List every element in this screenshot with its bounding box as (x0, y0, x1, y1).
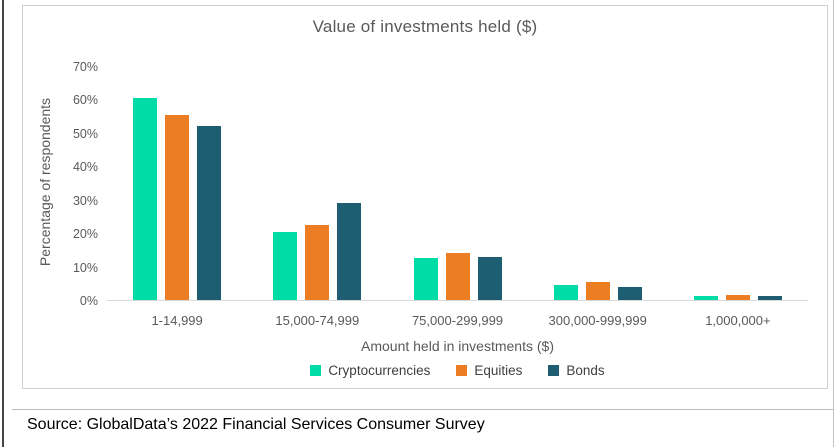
x-tick-label: 15,000-74,999 (275, 313, 360, 328)
bar-bonds (477, 256, 502, 300)
y-axis-tick-labels: 0% 10% 20% 30% 40% 50% 60% 70% (53, 6, 98, 316)
y-tick-label: 70% (72, 60, 98, 74)
x-axis-tick-labels: 1-14,999 15,000-74,999 75,000-299,999 300,0… (107, 313, 808, 328)
bar-group (247, 67, 387, 300)
legend-swatch-icon (310, 365, 322, 376)
y-tick-label: 40% (72, 160, 98, 175)
bar-cryptocurrencies (273, 231, 298, 300)
bar-bonds (617, 286, 642, 300)
legend-item-equities: Equities (456, 363, 522, 378)
bar-equities (725, 295, 750, 300)
source-divider-line (12, 409, 833, 410)
bar-group (668, 67, 808, 300)
chart-legend: Cryptocurrencies Equities Bonds (107, 362, 808, 379)
legend-label: Bonds (566, 363, 605, 378)
x-tick-label: 1-14,999 (151, 313, 203, 328)
legend-swatch-icon (456, 365, 468, 376)
legend-label: Equities (474, 363, 523, 378)
plot-area (107, 67, 808, 301)
y-tick-label: 10% (72, 260, 98, 275)
bar-group (387, 67, 527, 300)
bar-cryptocurrencies (413, 258, 438, 300)
x-tick-label: 300,000-999,999 (548, 313, 647, 328)
x-tick-label: 75,000-299,999 (411, 313, 504, 328)
bar-equities (305, 224, 330, 300)
y-tick-label: 50% (72, 126, 98, 141)
bar-equities (585, 281, 610, 300)
bar-equities (445, 253, 470, 300)
y-tick-label: 30% (72, 193, 98, 208)
legend-swatch-icon (548, 365, 560, 376)
bar-group (107, 67, 247, 300)
x-axis-title: Amount held in investments ($) (361, 338, 554, 354)
bar-bonds (197, 126, 222, 300)
y-axis-title: Percentage of respondents (37, 97, 53, 267)
chart-container: Value of investments held ($) Percentage… (22, 5, 828, 389)
bar-cryptocurrencies (693, 296, 718, 300)
bar-equities (165, 114, 190, 300)
y-tick-label: 60% (72, 93, 98, 108)
x-tick-label: 1,000,000+ (705, 313, 771, 328)
legend-item-bonds: Bonds (548, 363, 605, 378)
bar-bonds (337, 203, 362, 300)
chart-title: Value of investments held ($) (312, 17, 538, 36)
left-border-line (2, 0, 4, 447)
source-caption: Source: GlobalData’s 2022 Financial Serv… (27, 416, 485, 433)
legend-item-cryptocurrencies: Cryptocurrencies (310, 363, 430, 378)
bar-cryptocurrencies (553, 285, 578, 300)
y-tick-label: 20% (72, 227, 98, 242)
bar-bonds (757, 296, 782, 300)
y-tick-label: 0% (79, 294, 98, 308)
bar-cryptocurrencies (133, 97, 158, 300)
legend-label: Cryptocurrencies (328, 363, 431, 378)
bar-group (528, 67, 668, 300)
